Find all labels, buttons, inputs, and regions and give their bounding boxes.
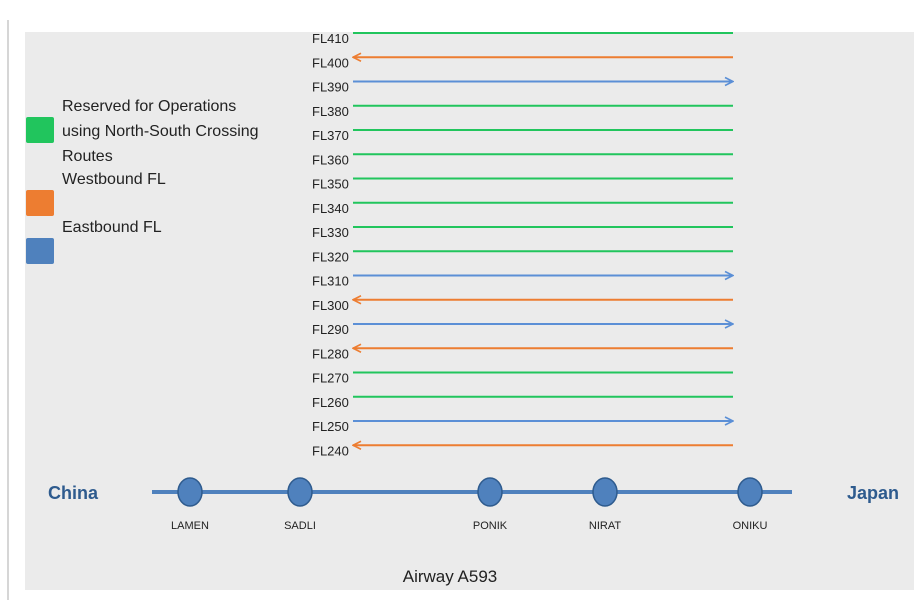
flight-level-label: FL350 — [312, 177, 349, 192]
flight-level-label: FL390 — [312, 80, 349, 95]
waypoint-label: SADLI — [284, 520, 316, 532]
flight-level-label: FL360 — [312, 152, 349, 167]
flight-level-label: FL410 — [312, 31, 349, 46]
flight-level-label: FL330 — [312, 225, 349, 240]
flight-level-label: FL250 — [312, 419, 349, 434]
waypoint — [592, 477, 618, 507]
waypoint — [477, 477, 503, 507]
flight-level-label: FL300 — [312, 298, 349, 313]
legend-text: Westbound FL — [62, 171, 166, 188]
legend-text: Routes — [62, 148, 113, 165]
legend-swatch — [26, 117, 54, 143]
waypoint-label: ONIKU — [733, 520, 768, 532]
flight-level-label: FL260 — [312, 395, 349, 410]
flight-level-label: FL270 — [312, 371, 349, 386]
flight-level-label: FL320 — [312, 249, 349, 264]
legend-text: Reserved for Operations — [62, 98, 236, 115]
flight-level-label: FL400 — [312, 55, 349, 70]
flight-level-label: FL310 — [312, 274, 349, 289]
panel — [25, 32, 914, 590]
west-end: China — [48, 483, 99, 503]
flight-level-label: FL280 — [312, 346, 349, 361]
east-end: Japan — [847, 483, 899, 503]
flight-level-label: FL370 — [312, 128, 349, 143]
legend-swatch — [26, 190, 54, 216]
waypoint-label: LAMEN — [171, 520, 209, 532]
legend-text: using North-South Crossing — [62, 123, 259, 140]
flight-level-label: FL340 — [312, 201, 349, 216]
flight-level-label: FL380 — [312, 104, 349, 119]
caption: Airway A593 — [403, 567, 498, 586]
waypoint — [287, 477, 313, 507]
legend-text: Eastbound FL — [62, 219, 162, 236]
legend-swatch — [26, 238, 54, 264]
flight-level-label: FL290 — [312, 322, 349, 337]
waypoint — [177, 477, 203, 507]
waypoint-label: PONIK — [473, 520, 508, 532]
waypoint-label: NIRAT — [589, 520, 621, 532]
waypoint — [737, 477, 763, 507]
flight-level-label: FL240 — [312, 443, 349, 458]
